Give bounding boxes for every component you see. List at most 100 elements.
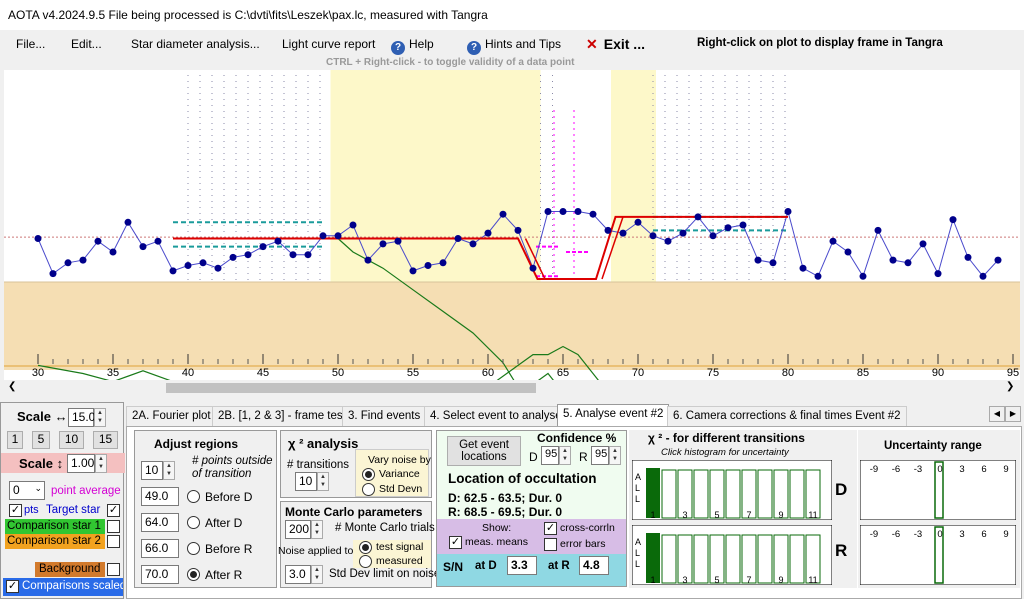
menu-edit[interactable]: Edit... bbox=[71, 37, 102, 51]
sn-at-d-value: 3.3 bbox=[507, 556, 537, 575]
std-devn-label: Std Devn bbox=[379, 483, 423, 495]
histogram-r-all-label: L bbox=[635, 548, 640, 558]
tab-scroll-left-icon[interactable]: ◀ bbox=[989, 406, 1005, 422]
monte-carlo-trials-spinner[interactable]: ▲ ▼ bbox=[311, 520, 323, 539]
point-average-select[interactable]: 0 ⌄ bbox=[9, 481, 45, 500]
location-heading: Location of occultation bbox=[448, 471, 597, 486]
scale-vertical-spinner[interactable]: ▲ ▼ bbox=[95, 454, 107, 473]
scale-horizontal-label: Scale ↔ bbox=[17, 409, 68, 424]
histogram-d-x-label: 3 bbox=[682, 510, 687, 520]
data-point bbox=[379, 240, 387, 248]
transitions-spinner[interactable]: ▲ ▼ bbox=[317, 472, 329, 491]
std-devn-radio[interactable] bbox=[362, 483, 375, 496]
menu-file[interactable]: File... bbox=[16, 37, 46, 51]
scroll-right-icon[interactable]: ❯ bbox=[1006, 381, 1015, 392]
cross-corrln-checkbox[interactable]: ✓ bbox=[544, 522, 557, 535]
uncertainty-r-tick-label: 9 bbox=[1003, 529, 1008, 540]
monte-carlo-trials-input[interactable]: 200 bbox=[285, 520, 311, 539]
points-outside-input[interactable]: 10 bbox=[141, 461, 163, 480]
points-outside-spinner[interactable]: ▲ ▼ bbox=[163, 461, 175, 480]
confidence-r-spinner[interactable]: ▲ ▼ bbox=[609, 446, 621, 465]
after-d-radio[interactable] bbox=[187, 516, 200, 529]
menu-exit[interactable]: ✕ Exit ... bbox=[586, 36, 645, 53]
variance-label: Variance bbox=[379, 468, 420, 480]
zoom-button-5[interactable]: 5 bbox=[32, 431, 50, 449]
comparison-star-2-swatch bbox=[5, 534, 105, 549]
help-icon: ? bbox=[391, 41, 405, 55]
point-average-label: point average bbox=[51, 485, 121, 497]
transitions-input[interactable]: 10 bbox=[295, 472, 317, 491]
data-point bbox=[214, 264, 222, 272]
tab-fourier-plot[interactable]: 2A. Fourier plot bbox=[126, 406, 217, 426]
tab-scroll-right-icon[interactable]: ▶ bbox=[1005, 406, 1021, 422]
zoom-button-1[interactable]: 1 bbox=[7, 431, 23, 449]
scroll-left-icon[interactable]: ❮ bbox=[8, 381, 17, 392]
chi-analysis-panel: χ ² analysis # transitions 10 ▲ ▼ Vary no… bbox=[280, 430, 432, 498]
zoom-button-15[interactable]: 15 bbox=[93, 431, 118, 449]
light-curve-svg[interactable]: 30 35 40 45 50 55 60 65 70 75 80 85 90 95 bbox=[4, 70, 1020, 431]
data-point bbox=[424, 262, 432, 269]
uncertainty-d-tick-label: -9 bbox=[870, 464, 878, 475]
get-event-locations-button[interactable]: Get event locations bbox=[447, 436, 521, 466]
sn-box: S/N at D 3.3 at R 4.8 bbox=[437, 554, 626, 586]
error-bars-checkbox[interactable] bbox=[544, 538, 557, 551]
tab-analyse-event[interactable]: 5. Analyse event #2 bbox=[557, 404, 670, 426]
light-curve-plot[interactable]: 30 35 40 45 50 55 60 65 70 75 80 85 90 95 bbox=[4, 70, 1020, 431]
after-d-input[interactable]: 64.0 bbox=[141, 513, 179, 532]
histogram-d-bar bbox=[789, 469, 805, 519]
histogram-r-x-label: 7 bbox=[746, 575, 751, 585]
before-d-radio[interactable] bbox=[187, 490, 200, 503]
menu-star-diameter[interactable]: Star diameter analysis... bbox=[131, 37, 260, 51]
data-point bbox=[409, 267, 417, 275]
scale-horizontal-input[interactable]: 15.0 bbox=[68, 408, 95, 427]
pts-checkbox[interactable]: ✓ bbox=[9, 504, 22, 517]
std-dev-limit-input[interactable]: 3.0 bbox=[285, 565, 311, 584]
after-r-input[interactable]: 70.0 bbox=[141, 565, 179, 584]
adjust-regions-title: Adjust regions bbox=[154, 437, 239, 451]
histogram-d-x-label: 5 bbox=[714, 510, 719, 520]
tab-find-events[interactable]: 3. Find events bbox=[342, 406, 427, 426]
before-r-input[interactable]: 66.0 bbox=[141, 539, 179, 558]
histogram-r-bar bbox=[725, 534, 741, 584]
zoom-button-10[interactable]: 10 bbox=[59, 431, 84, 449]
target-star-checkbox[interactable]: ✓ bbox=[107, 504, 120, 517]
x-tick-label: 40 bbox=[182, 367, 194, 379]
comparisons-scaled-checkbox[interactable]: ✓ bbox=[6, 580, 19, 593]
confidence-d-spinner[interactable]: ▲ ▼ bbox=[559, 446, 571, 465]
confidence-d-input[interactable]: 95 bbox=[541, 446, 559, 465]
histogram-d-bar bbox=[757, 469, 773, 519]
after-r-radio[interactable] bbox=[187, 568, 200, 581]
comparison-star-1-checkbox[interactable] bbox=[107, 520, 120, 533]
comparison-star-2-checkbox[interactable] bbox=[107, 535, 120, 548]
histogram-d-x-label: 1 bbox=[650, 510, 655, 520]
background-checkbox[interactable] bbox=[107, 563, 120, 576]
std-dev-limit-spinner[interactable]: ▲ ▼ bbox=[311, 565, 323, 584]
test-signal-radio[interactable] bbox=[359, 541, 372, 554]
tab-select-event[interactable]: 4. Select event to analyse bbox=[424, 406, 568, 426]
meas-means-checkbox[interactable]: ✓ bbox=[449, 536, 462, 549]
before-d-input[interactable]: 49.0 bbox=[141, 487, 179, 506]
error-bars-label: error bars bbox=[560, 538, 606, 550]
confidence-r-input[interactable]: 95 bbox=[591, 446, 609, 465]
menu-light-curve-report[interactable]: Light curve report bbox=[282, 37, 376, 51]
histogram-d-all-label: A bbox=[635, 472, 641, 482]
variance-radio[interactable] bbox=[362, 468, 375, 481]
histogram-d-bar bbox=[805, 469, 821, 519]
tab-camera-corrections[interactable]: 6. Camera corrections & final times Even… bbox=[667, 406, 907, 426]
before-r-radio[interactable] bbox=[187, 542, 200, 555]
plot-scrollbar[interactable]: ❮ ❯ bbox=[4, 380, 1020, 396]
scale-vertical-input[interactable]: 1.00 bbox=[67, 454, 95, 473]
x-tick-label: 95 bbox=[1007, 367, 1019, 379]
uncertainty-d-tick-label: -6 bbox=[892, 464, 900, 475]
scale-horizontal-spinner[interactable]: ▲ ▼ bbox=[94, 408, 106, 427]
measured-radio[interactable] bbox=[359, 555, 372, 568]
data-point bbox=[934, 270, 942, 278]
uncertainty-r-svg[interactable]: -9 -6 -3 0 3 6 9 bbox=[860, 525, 1016, 585]
tab-frame-test[interactable]: 2B. [1, 2 & 3] - frame test bbox=[212, 406, 352, 426]
uncertainty-d-svg[interactable]: -9 -6 -3 0 3 6 9 bbox=[860, 460, 1016, 520]
menu-help[interactable]: ? Help bbox=[391, 37, 434, 55]
scroll-thumb[interactable] bbox=[166, 383, 536, 393]
menu-hints[interactable]: ? Hints and Tips bbox=[467, 37, 561, 55]
